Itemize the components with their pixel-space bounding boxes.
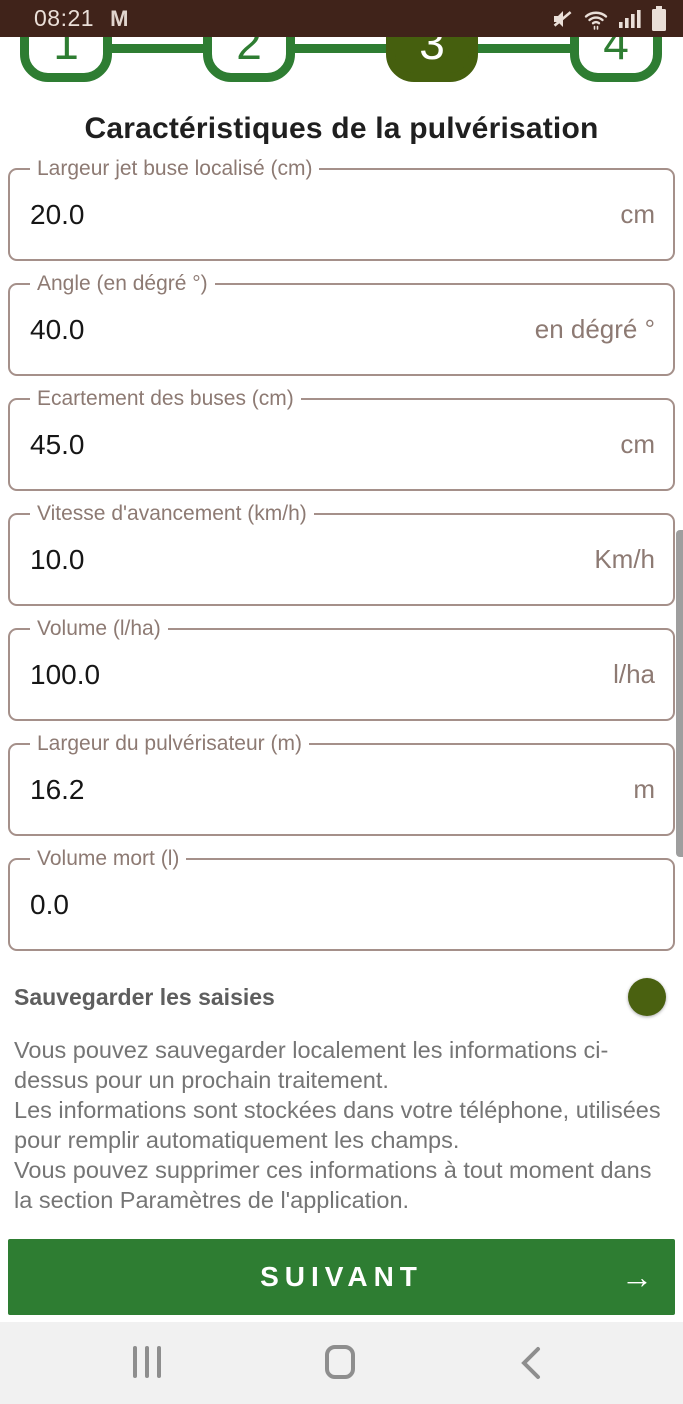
back-icon[interactable] xyxy=(520,1346,542,1385)
stepper-connector xyxy=(108,44,207,53)
save-toggle-thumb xyxy=(628,978,666,1016)
save-toggle-row: Sauvegarder les saisies xyxy=(14,975,669,1019)
field-largeur-jet-buse: Largeur jet buse localisé (cm) cm xyxy=(8,157,675,261)
field-suffix-vitesse-avancement: Km/h xyxy=(594,544,655,574)
field-input-vitesse-avancement[interactable] xyxy=(10,543,595,576)
gmail-notification-icon: M xyxy=(110,5,129,31)
field-label-ecartement-buses: Ecartement des buses (cm) xyxy=(30,387,301,411)
home-icon[interactable] xyxy=(325,1345,355,1379)
field-input-largeur-pulverisateur[interactable] xyxy=(10,773,634,806)
save-description-line: Les informations sont stockées dans votr… xyxy=(14,1097,661,1153)
save-description-block: Vous pouvez sauvegarder localement les i… xyxy=(14,1035,669,1215)
wifi-icon xyxy=(583,7,609,31)
battery-icon xyxy=(651,5,667,32)
field-label-volume-mort: Volume mort (l) xyxy=(30,847,187,871)
field-ecartement-buses: Ecartement des buses (cm) cm xyxy=(8,387,675,491)
field-volume-mort: Volume mort (l) xyxy=(8,847,675,951)
field-suffix-volume: l/ha xyxy=(613,659,655,689)
stepper-connector xyxy=(291,44,390,53)
save-toggle-label: Sauvegarder les saisies xyxy=(14,983,275,1010)
save-description-line: Vous pouvez supprimer ces informations à… xyxy=(14,1157,652,1213)
field-input-angle[interactable] xyxy=(10,313,535,346)
recents-icon[interactable] xyxy=(133,1346,161,1378)
field-volume: Volume (l/ha) l/ha xyxy=(8,617,675,721)
field-input-volume[interactable] xyxy=(10,658,614,691)
main-content: Caractéristiques de la pulvérisation Lar… xyxy=(0,112,683,1315)
field-label-largeur-jet-buse: Largeur jet buse localisé (cm) xyxy=(30,157,320,181)
status-bar: 08:21 M xyxy=(0,0,683,37)
field-label-largeur-pulverisateur: Largeur du pulvérisateur (m) xyxy=(30,732,309,756)
status-time: 08:21 xyxy=(34,5,95,31)
signal-icon xyxy=(618,7,642,31)
field-label-vitesse-avancement: Vitesse d'avancement (km/h) xyxy=(30,502,314,526)
page-title: Caractéristiques de la pulvérisation xyxy=(84,112,599,145)
mute-icon xyxy=(550,7,574,31)
spray-form: Largeur jet buse localisé (cm) cm Angle (e… xyxy=(0,157,683,951)
next-button[interactable]: SUIVANT → xyxy=(8,1239,675,1315)
field-label-angle: Angle (en dégré °) xyxy=(30,272,215,296)
next-button-label: SUIVANT xyxy=(260,1261,423,1292)
field-suffix-largeur-jet-buse: cm xyxy=(620,199,655,229)
field-angle: Angle (en dégré °) en dégré ° xyxy=(8,272,675,376)
field-input-largeur-jet-buse[interactable] xyxy=(10,198,621,231)
field-input-ecartement-buses[interactable] xyxy=(10,428,621,461)
save-toggle[interactable] xyxy=(600,978,666,1016)
field-label-volume: Volume (l/ha) xyxy=(30,617,168,641)
stepper-connector xyxy=(474,44,574,53)
field-suffix-ecartement-buses: cm xyxy=(620,429,655,459)
arrow-right-icon: → xyxy=(621,1258,653,1295)
field-input-volume-mort[interactable] xyxy=(10,888,655,921)
save-description-line: Vous pouvez sauvegarder localement les i… xyxy=(14,1037,609,1093)
android-nav-bar xyxy=(0,1322,683,1404)
field-suffix-angle: en dégré ° xyxy=(534,314,655,344)
field-suffix-largeur-pulverisateur: m xyxy=(633,774,655,804)
field-largeur-pulverisateur: Largeur du pulvérisateur (m) m xyxy=(8,732,675,836)
field-vitesse-avancement: Vitesse d'avancement (km/h) Km/h xyxy=(8,502,675,606)
status-icons xyxy=(550,5,667,32)
scrollbar[interactable] xyxy=(676,530,683,857)
